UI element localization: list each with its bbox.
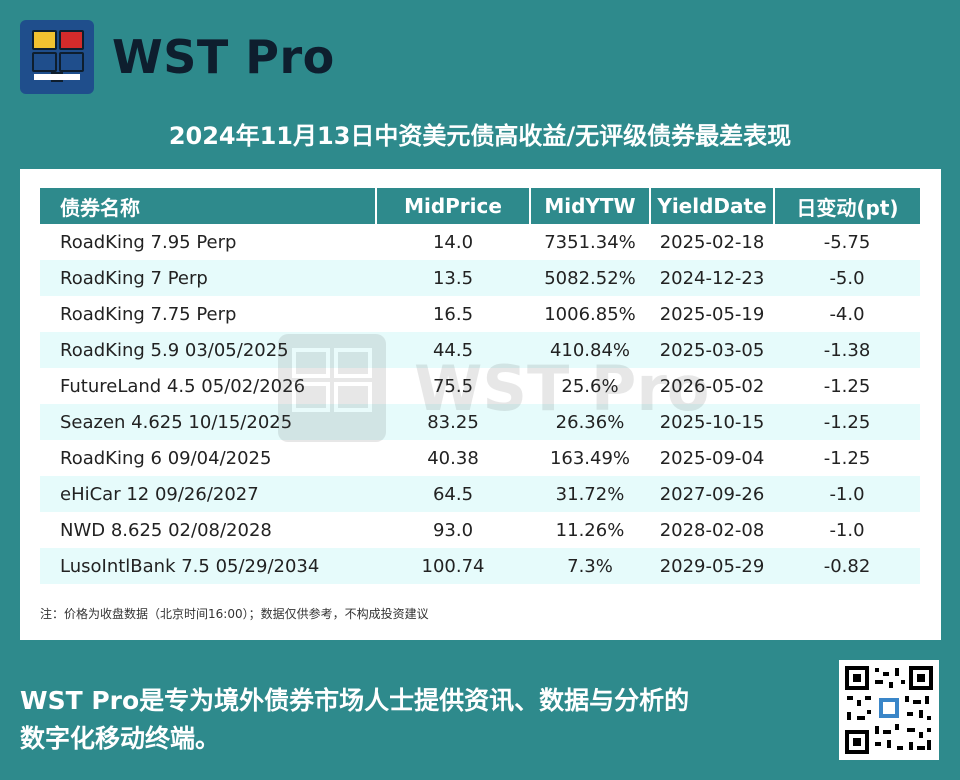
mid-ytw: 410.84%: [530, 332, 650, 368]
yield-date: 2025-03-05: [650, 332, 774, 368]
mid-ytw: 7.3%: [530, 548, 650, 584]
table-row: LusoIntlBank 7.5 05/29/2034 100.74 7.3% …: [40, 548, 920, 584]
mid-price: 100.74: [376, 548, 530, 584]
mid-price: 16.5: [432, 303, 474, 325]
mid-ytw: 1006.85%: [544, 303, 636, 325]
bond-name: eHiCar 12 09/26/2027: [40, 476, 376, 512]
mid-price: 44.5: [376, 332, 530, 368]
yield-date: 2024-12-23: [650, 260, 774, 296]
daily-change: -1.25: [823, 375, 871, 397]
footer-line-2: 数字化移动终端。: [20, 724, 221, 753]
daily-change: -1.38: [774, 332, 920, 368]
mid-price: 13.5: [376, 260, 530, 296]
mid-price: 14.0: [432, 231, 474, 253]
yield-date: 2025-05-19: [659, 303, 765, 325]
logo-icon: [20, 20, 94, 94]
footer-line-1: WST Pro是专为境外债券市场人士提供资讯、数据与分析的: [20, 686, 690, 715]
bond-name: Seazen 4.625 10/15/2025: [40, 404, 376, 440]
table-row: Seazen 4.625 10/15/2025 83.25 26.36% 202…: [40, 404, 920, 440]
table-row: RoadKing 7.75 Perp 16.5 1006.85% 2025-05…: [40, 296, 920, 332]
mid-price: 40.38: [427, 447, 479, 469]
daily-change: -0.82: [774, 548, 920, 584]
daily-change: -1.0: [774, 476, 920, 512]
table-row: RoadKing 5.9 03/05/2025 44.5 410.84% 202…: [40, 332, 920, 368]
daily-change: -5.0: [774, 260, 920, 296]
mid-ytw: 26.36%: [530, 404, 650, 440]
yield-date: 2029-05-29: [650, 548, 774, 584]
table-row: NWD 8.625 02/08/2028 93.0 11.26% 2028-02…: [40, 512, 920, 548]
mid-ytw: 163.49%: [549, 447, 631, 469]
column-header-daily-change: 日变动(pt): [774, 188, 920, 224]
daily-change: -4.0: [829, 303, 865, 325]
mid-ytw: 31.72%: [530, 476, 650, 512]
table-row: eHiCar 12 09/26/2027 64.5 31.72% 2027-09…: [40, 476, 920, 512]
mid-ytw: 7351.34%: [544, 231, 636, 253]
yield-date: 2025-10-15: [650, 404, 774, 440]
daily-change: -1.25: [823, 447, 871, 469]
bond-name: RoadKing 7.95 Perp: [60, 231, 237, 253]
yield-date: 2026-05-02: [659, 375, 765, 397]
mid-ytw: 25.6%: [561, 375, 619, 397]
mid-price: 93.0: [432, 519, 474, 541]
qr-code-icon: [839, 660, 939, 760]
table-row: FutureLand 4.5 05/02/2026 75.5 25.6% 202…: [40, 368, 920, 404]
daily-change: -5.75: [823, 231, 871, 253]
daily-change: -1.0: [829, 519, 865, 541]
mid-price: 64.5: [376, 476, 530, 512]
yield-date: 2025-02-18: [659, 231, 765, 253]
bond-name: RoadKing 6 09/04/2025: [60, 447, 272, 469]
bond-name: RoadKing 7.75 Perp: [60, 303, 237, 325]
daily-change: -1.25: [774, 404, 920, 440]
page-title: 2024年11月13日中资美元债高收益/无评级债券最差表现: [168, 122, 792, 150]
column-header-midytw: MidYTW: [530, 188, 651, 224]
bond-name: RoadKing 7 Perp: [40, 260, 376, 296]
bond-name: NWD 8.625 02/08/2028: [60, 519, 272, 541]
footer-tagline: WST Pro是专为境外债券市场人士提供资讯、数据与分析的 数字化移动终端。: [20, 682, 800, 758]
footnote: 注：价格为收盘数据（北京时间16:00）；数据仅供参考，不构成投资建议: [40, 607, 429, 621]
mid-price: 75.5: [432, 375, 474, 397]
yield-date: 2025-09-04: [659, 447, 765, 469]
table-header-row: 债券名称 MidPrice MidYTW YieldDate 日变动(pt): [40, 188, 920, 224]
mid-ytw: 11.26%: [555, 519, 625, 541]
bond-name: LusoIntlBank 7.5 05/29/2034: [40, 548, 376, 584]
column-header-midprice: MidPrice: [376, 188, 531, 224]
table-row: RoadKing 6 09/04/2025 40.38 163.49% 2025…: [40, 440, 920, 476]
mid-ytw: 5082.52%: [530, 260, 650, 296]
yield-date: 2027-09-26: [650, 476, 774, 512]
table-row: RoadKing 7 Perp 13.5 5082.52% 2024-12-23…: [40, 260, 920, 296]
mid-price: 83.25: [376, 404, 530, 440]
table-panel: 债券名称 MidPrice MidYTW YieldDate 日变动(pt) R…: [20, 169, 941, 640]
column-header-yielddate: YieldDate: [650, 188, 775, 224]
bond-table: 债券名称 MidPrice MidYTW YieldDate 日变动(pt) R…: [40, 188, 920, 584]
yield-date: 2028-02-08: [659, 519, 765, 541]
bond-name: RoadKing 5.9 03/05/2025: [40, 332, 376, 368]
table-row: RoadKing 7.95 Perp 14.0 7351.34% 2025-02…: [40, 224, 920, 260]
bond-name: FutureLand 4.5 05/02/2026: [60, 375, 306, 397]
column-header-name: 债券名称: [40, 188, 377, 224]
brand-logo: WST Pro: [20, 20, 335, 94]
brand-name: WST Pro: [112, 30, 335, 84]
